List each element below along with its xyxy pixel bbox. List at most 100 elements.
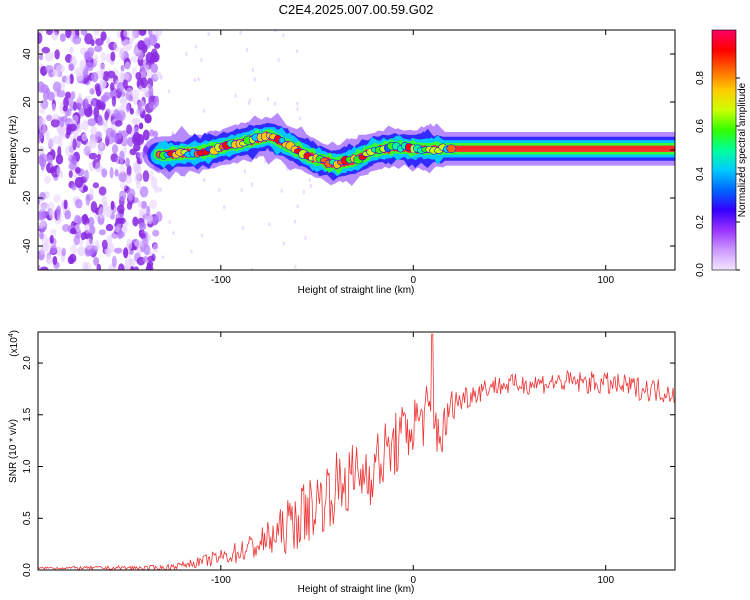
- noise-speckle: [273, 101, 277, 106]
- noise-speckle: [234, 93, 237, 98]
- noise-speckle: [155, 211, 163, 223]
- noise-speckle: [92, 182, 100, 189]
- noise-speckle: [85, 140, 93, 152]
- ridge-patch: [446, 144, 457, 154]
- noise-speckle: [144, 64, 150, 73]
- noise-speckle: [50, 228, 57, 237]
- noise-speckle: [49, 244, 58, 255]
- noise-speckle: [84, 261, 92, 270]
- noise-speckle: [243, 169, 247, 174]
- noise-speckle: [70, 91, 76, 100]
- noise-speckle: [97, 114, 103, 126]
- noise-speckle: [152, 243, 159, 254]
- noise-speckle: [131, 30, 138, 41]
- noise-speckle: [48, 137, 55, 148]
- noise-speckle: [38, 203, 45, 212]
- noise-speckle: [106, 70, 116, 79]
- noise-speckle: [76, 135, 84, 142]
- noise-speckle: [140, 232, 146, 239]
- noise-speckle: [77, 92, 82, 104]
- noise-speckle: [45, 114, 53, 122]
- noise-speckle: [118, 171, 128, 183]
- noise-speckle: [89, 187, 94, 199]
- noise-speckle: [93, 54, 99, 65]
- noise-speckle: [148, 85, 154, 97]
- noise-speckle: [109, 82, 115, 92]
- noise-speckle: [250, 267, 254, 270]
- noise-speckle: [49, 166, 56, 174]
- noise-speckle: [39, 107, 46, 114]
- noise-speckle: [123, 39, 133, 52]
- y-tick-label: 0.5: [22, 511, 33, 525]
- y-tick-label: 1.0: [22, 459, 33, 473]
- noise-speckle: [151, 48, 158, 58]
- noise-speckle: [118, 105, 127, 112]
- noise-speckle: [125, 103, 130, 113]
- noise-speckle: [133, 266, 140, 270]
- noise-speckle: [295, 49, 299, 54]
- noise-speckle: [133, 132, 141, 143]
- noise-speckle: [172, 231, 175, 236]
- noise-speckle: [137, 50, 144, 61]
- noise-speckle: [57, 145, 62, 158]
- noise-speckle: [123, 247, 129, 259]
- noise-speckle: [45, 129, 50, 141]
- noise-speckle: [75, 199, 83, 209]
- noise-speckle: [96, 153, 101, 161]
- noise-speckle: [293, 219, 297, 224]
- noise-speckle: [38, 155, 45, 164]
- noise-speckle: [116, 31, 122, 39]
- snr-y-scale: (x104): [8, 330, 20, 357]
- noise-speckle: [207, 32, 210, 37]
- noise-speckle: [248, 98, 252, 103]
- noise-speckle: [130, 56, 139, 63]
- noise-speckle: [222, 205, 226, 210]
- noise-speckle: [39, 230, 44, 240]
- y-tick-label: 0.0: [22, 563, 33, 577]
- noise-speckle: [100, 31, 107, 41]
- noise-speckle: [138, 122, 144, 130]
- colorbar: 0.0 0.2 0.4 0.6 0.8 Normalized spectral ampl…: [695, 29, 748, 277]
- noise-speckle: [113, 108, 120, 119]
- noise-speckle: [126, 124, 132, 135]
- noise-speckle: [46, 154, 54, 164]
- noise-speckle: [72, 138, 77, 151]
- spectrogram-x-label: Height of straight line (km): [298, 285, 415, 296]
- noise-speckle: [168, 220, 172, 225]
- noise-speckle: [65, 74, 71, 85]
- noise-speckle: [110, 200, 115, 211]
- noise-speckle: [124, 61, 131, 71]
- noise-speckle: [88, 152, 98, 160]
- noise-speckle: [41, 242, 49, 253]
- noise-speckle: [77, 245, 86, 257]
- noise-speckle: [52, 69, 61, 77]
- noise-speckle: [68, 63, 74, 71]
- noise-speckle: [126, 238, 133, 251]
- noise-speckle: [78, 107, 86, 117]
- noise-speckle: [94, 45, 103, 53]
- noise-speckle: [38, 32, 43, 44]
- x-tick-label: 0: [410, 575, 416, 586]
- noise-speckle: [130, 266, 135, 270]
- noise-speckle: [94, 83, 101, 92]
- figure-title: C2E4.2025.007.00.59.G02: [279, 2, 434, 17]
- noise-speckle: [122, 79, 128, 89]
- noise-speckle: [149, 129, 155, 137]
- noise-speckle: [56, 89, 66, 98]
- noise-speckle: [90, 39, 95, 47]
- noise-speckle: [95, 161, 102, 173]
- noise-speckle: [130, 89, 140, 98]
- noise-speckle: [296, 107, 299, 112]
- noise-speckle: [82, 213, 89, 223]
- noise-speckle: [128, 192, 134, 202]
- noise-speckle: [203, 177, 206, 182]
- noise-speckle: [304, 236, 307, 241]
- noise-speckle: [101, 94, 109, 103]
- svg-text:(x104): (x104): [8, 330, 20, 357]
- noise-speckle: [105, 223, 114, 232]
- noise-speckle: [84, 223, 91, 234]
- noise-speckle: [132, 161, 141, 173]
- noise-speckle: [294, 264, 297, 269]
- noise-speckle: [149, 199, 158, 210]
- noise-speckle: [47, 201, 55, 213]
